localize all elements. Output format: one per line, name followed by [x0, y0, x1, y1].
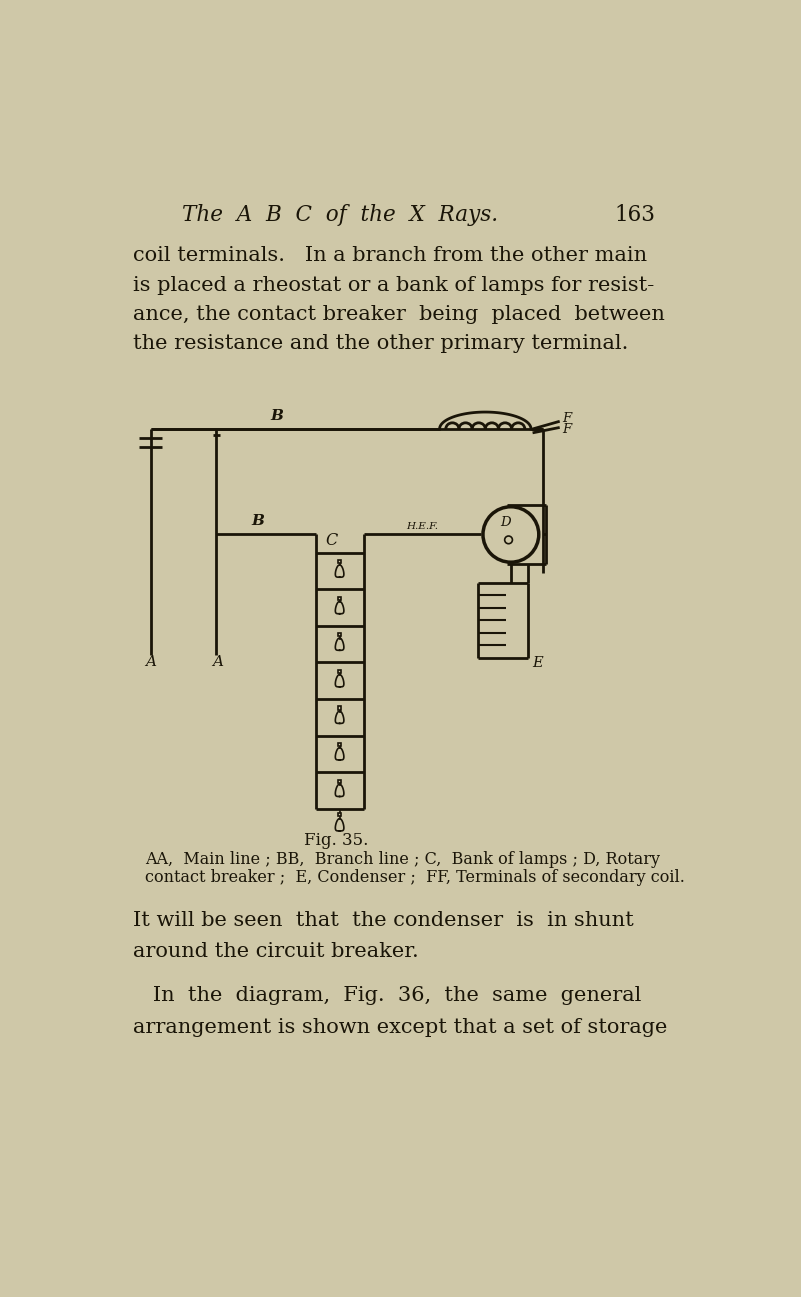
Text: ance, the contact breaker  being  placed  between: ance, the contact breaker being placed b… — [133, 305, 665, 324]
Text: B: B — [252, 514, 264, 528]
Text: It will be seen  that  the condenser  is  in shunt: It will be seen that the condenser is in… — [133, 910, 634, 930]
Text: around the circuit breaker.: around the circuit breaker. — [133, 942, 418, 961]
Text: coil terminals.   In a branch from the other main: coil terminals. In a branch from the oth… — [133, 246, 646, 266]
Text: In  the  diagram,  Fig.  36,  the  same  general: In the diagram, Fig. 36, the same genera… — [133, 986, 641, 1005]
Text: Fig. 35.: Fig. 35. — [304, 833, 368, 850]
Text: F: F — [562, 423, 571, 436]
Text: 163: 163 — [614, 204, 655, 226]
Text: A: A — [212, 655, 223, 669]
Text: the resistance and the other primary terminal.: the resistance and the other primary ter… — [133, 335, 628, 353]
Bar — [338, 743, 341, 746]
Bar — [338, 560, 341, 563]
Text: The  A  B  C  of  the  X  Rays.: The A B C of the X Rays. — [183, 204, 498, 226]
Text: D: D — [500, 516, 511, 529]
Text: contact breaker ;  E, Condenser ;  FF, Terminals of secondary coil.: contact breaker ; E, Condenser ; FF, Ter… — [145, 869, 685, 886]
Text: is placed a rheostat or a bank of lamps for resist-: is placed a rheostat or a bank of lamps … — [133, 275, 654, 294]
Text: A: A — [145, 655, 156, 669]
Text: AA,  Main line ; BB,  Branch line ; C,  Bank of lamps ; D, Rotary: AA, Main line ; BB, Branch line ; C, Ban… — [145, 851, 660, 868]
Text: arrangement is shown except that a set of storage: arrangement is shown except that a set o… — [133, 1018, 667, 1036]
Bar — [338, 813, 341, 816]
Text: F: F — [562, 412, 571, 425]
Text: B: B — [271, 409, 284, 423]
Bar — [338, 707, 341, 709]
Bar — [338, 633, 341, 637]
Bar — [338, 779, 341, 782]
Text: E: E — [533, 656, 543, 671]
Text: H.E.F.: H.E.F. — [406, 523, 438, 530]
Text: C: C — [325, 532, 337, 549]
Bar — [338, 669, 341, 673]
Bar — [338, 597, 341, 601]
